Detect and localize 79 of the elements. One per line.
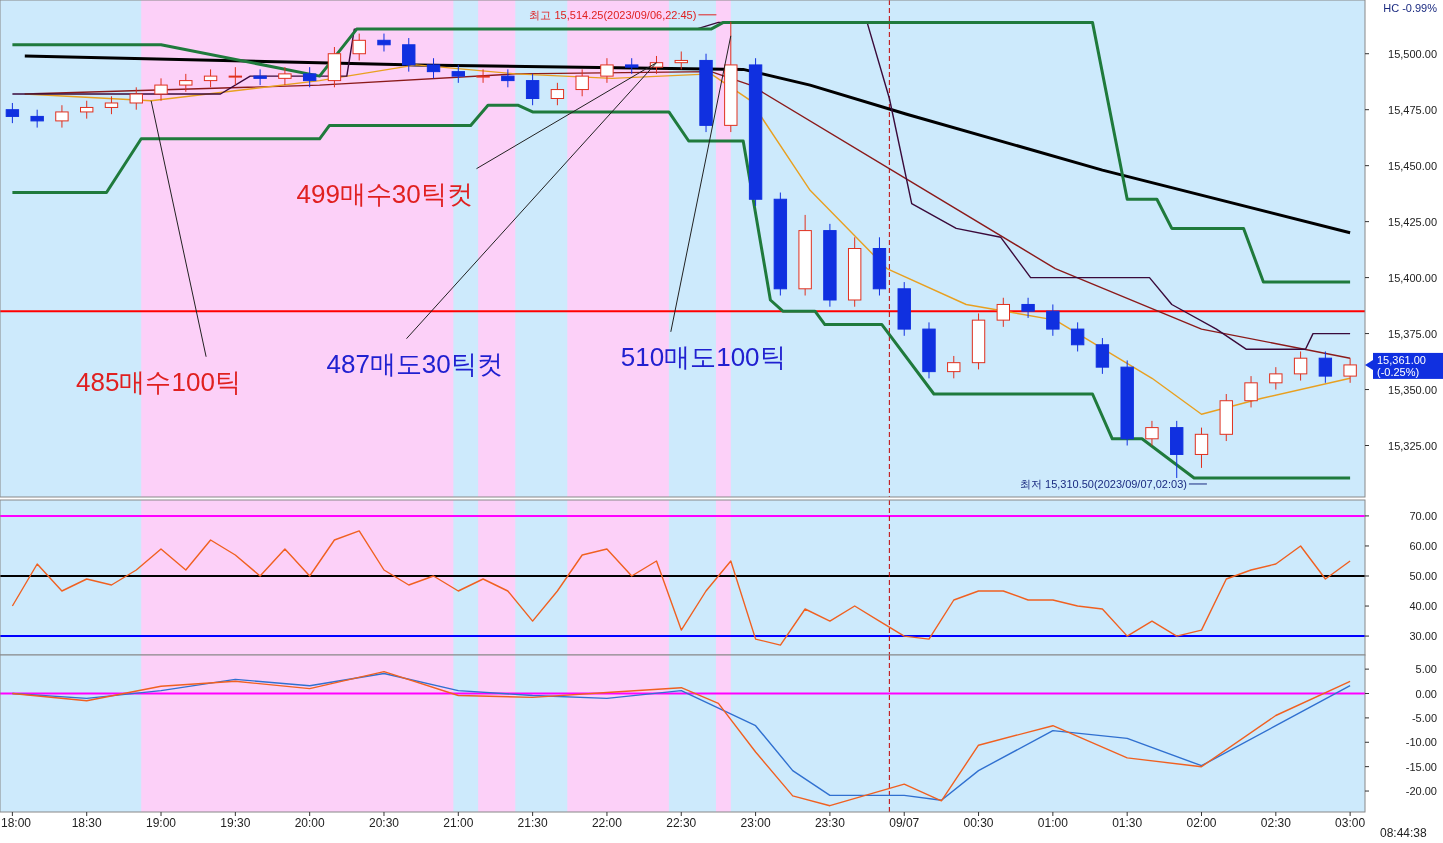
y-tick-label: -15.00	[1405, 760, 1437, 773]
x-tick-label: 19:30	[220, 816, 251, 830]
line-series	[11, 530, 1351, 646]
candlestick	[600, 57, 614, 84]
y-tick-label: 40.00	[1409, 600, 1437, 613]
y-tick-label: 50.00	[1409, 570, 1437, 582]
x-tick-label: 19:00	[146, 816, 177, 830]
y-tick-label: -5.00	[1411, 711, 1437, 724]
candlestick	[352, 33, 366, 61]
y-tick-label: 15,475.00	[1388, 103, 1437, 116]
candlestick	[1343, 357, 1357, 384]
annotation: 15,361.00 (-0.25%)	[1377, 353, 1426, 378]
x-tick-label: 01:30	[1112, 816, 1143, 830]
x-tick-label: 09/07	[889, 816, 920, 830]
candlestick	[129, 86, 143, 111]
x-tick-label: 18:00	[0, 816, 32, 830]
candlestick	[154, 77, 168, 102]
y-tick-label: 15,375.00	[1388, 327, 1437, 340]
y-tick-label: 15,450.00	[1388, 159, 1437, 172]
candlestick	[426, 57, 441, 79]
x-tick-label: 18:30	[71, 816, 103, 830]
x-tick-label: 01:00	[1037, 816, 1069, 830]
candlestick	[377, 33, 391, 52]
candlestick	[1318, 350, 1333, 384]
y-tick-label: -10.00	[1405, 736, 1437, 749]
y-tick-label: 60.00	[1409, 539, 1437, 552]
x-tick-label: 21:00	[443, 816, 474, 830]
annotation: 485매수100틱	[76, 366, 241, 397]
line-series	[10, 103, 1352, 480]
annotation: 487매도30틱컷	[326, 348, 503, 379]
candlestick	[550, 82, 565, 106]
line-series	[10, 20, 1352, 284]
candlestick	[55, 104, 69, 129]
candlestick	[1194, 427, 1209, 469]
candlestick	[1269, 366, 1283, 391]
candlestick	[476, 68, 490, 84]
annotation: 최저 15,310.50(2023/09/07,02:03)	[1019, 477, 1187, 490]
x-tick-label: 00:30	[963, 816, 994, 830]
text: HC -0.99%	[1383, 2, 1438, 14]
x-tick-label: 20:30	[368, 816, 400, 830]
y-tick-label: 70.00	[1409, 509, 1437, 522]
candlestick	[5, 102, 20, 124]
annotation: 최고 15,514.25(2023/09/06,22:45)	[529, 8, 697, 21]
x-tick-label: 22:00	[591, 816, 623, 830]
candlestick	[253, 68, 267, 86]
candlestick	[278, 66, 292, 86]
annotation: 510매도100틱	[620, 341, 786, 372]
candlestick	[402, 37, 416, 73]
x-tick-label: 23:30	[814, 816, 846, 830]
candlestick	[1293, 350, 1308, 382]
y-tick-label: 15,400.00	[1388, 271, 1437, 284]
y-tick-label: 15,325.00	[1388, 439, 1437, 452]
x-tick-label: 02:30	[1260, 816, 1292, 830]
candlestick	[575, 68, 589, 97]
candlestick	[1244, 375, 1258, 408]
annotation: 499매수30틱컷	[296, 178, 473, 209]
candlestick	[1070, 321, 1085, 352]
candlestick	[996, 297, 1011, 328]
y-tick-label: 15,350.00	[1388, 383, 1437, 396]
y-tick-label: 0.00	[1415, 687, 1437, 700]
candlestick	[1046, 303, 1060, 337]
candlestick	[302, 66, 317, 88]
x-tick-label: 21:30	[517, 816, 548, 830]
y-tick-label: 15,500.00	[1388, 47, 1437, 60]
candlestick	[1095, 337, 1110, 375]
candlestick	[1145, 420, 1159, 447]
y-tick-label: -20.00	[1405, 785, 1437, 798]
x-tick-label: 23:00	[740, 816, 771, 830]
y-tick-label: 5.00	[1415, 663, 1437, 676]
text: 08:44:38	[1380, 826, 1428, 840]
y-tick-label: 15,425.00	[1388, 215, 1437, 228]
x-tick-label: 03:00	[1335, 816, 1366, 830]
y-tick-label: 30.00	[1409, 630, 1437, 643]
x-tick-label: 02:00	[1186, 816, 1217, 830]
candlestick	[525, 73, 540, 106]
x-tick-label: 20:00	[294, 816, 325, 830]
x-tick-label: 22:30	[666, 816, 697, 830]
candlestick	[947, 355, 961, 379]
candlestick	[1021, 297, 1035, 319]
